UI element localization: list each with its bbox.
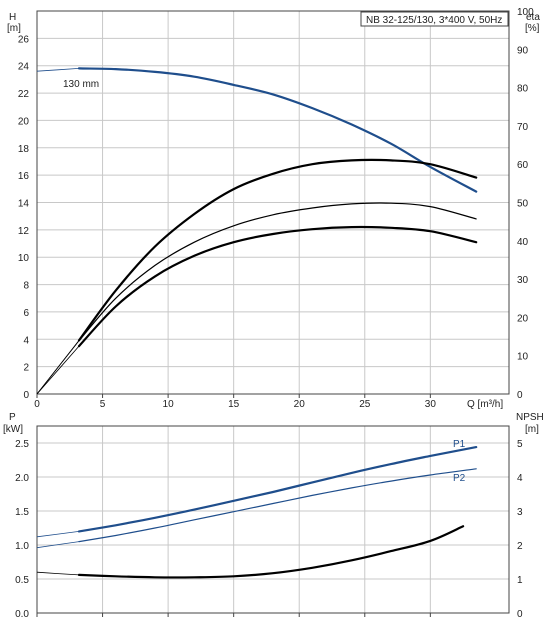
top-right-axis-unit: [%] — [525, 23, 540, 34]
left-tick-label: 2 — [23, 363, 29, 374]
bottom-series-0-line — [77, 446, 478, 533]
bottom-series — [36, 446, 478, 579]
left-tick-label: 26 — [18, 34, 30, 45]
top-series-0-extrapolation — [36, 68, 80, 72]
right-tick-label: 0 — [517, 390, 523, 401]
left-tick-label: 18 — [18, 144, 30, 155]
left-tick-label: 16 — [18, 171, 30, 182]
top-left-axis-label: H — [9, 12, 16, 23]
top-plot-frame — [36, 10, 510, 395]
chart-title: NB 32-125/130, 3*400 V, 50Hz — [366, 15, 502, 26]
x-axis-label: Q [m³/h] — [467, 399, 503, 410]
top-series-0-line — [77, 67, 478, 193]
left-tick-label: 1.0 — [15, 541, 29, 552]
bottom-series-2-line — [77, 525, 465, 579]
chart-title-box — [360, 11, 509, 27]
left-tick-label: 0.5 — [15, 575, 29, 586]
top-series-1-extrapolation — [36, 345, 80, 395]
left-tick-label: 6 — [23, 308, 29, 319]
top-series-3-extrapolation — [36, 340, 80, 395]
left-tick-label: 4 — [23, 335, 29, 346]
left-tick-label: 0.0 — [15, 609, 29, 620]
left-tick-label: 24 — [18, 62, 30, 73]
left-tick-label: 8 — [23, 281, 29, 292]
bottom-right-axis-label: NPSH — [516, 412, 544, 423]
left-tick-label: 22 — [18, 89, 30, 100]
bottom-series-2-extrapolation — [36, 571, 80, 576]
left-tick-label: 10 — [18, 253, 30, 264]
top-grid — [37, 10, 509, 394]
right-tick-label: 30 — [517, 275, 529, 286]
top-right-axis-label: eta — [526, 12, 540, 23]
right-tick-label: 90 — [517, 45, 529, 56]
bottom-series-0-extrapolation — [36, 531, 80, 538]
top-left-axis-unit: [m] — [7, 23, 21, 34]
right-tick-label: 10 — [517, 352, 529, 363]
x-tick-label: 15 — [228, 399, 240, 410]
right-tick-label: 1 — [517, 575, 523, 586]
bottom-left-axis-unit: [kW] — [3, 424, 23, 435]
right-tick-label: 60 — [517, 160, 529, 171]
x-tick-label: 30 — [425, 399, 437, 410]
x-tick-label: 5 — [100, 399, 106, 410]
x-tick-label: 10 — [163, 399, 175, 410]
bottom-plot-frame — [36, 425, 510, 614]
right-tick-label: 0 — [517, 609, 523, 620]
right-tick-label: 2 — [517, 541, 523, 552]
right-tick-label: 100 — [517, 7, 534, 18]
right-tick-label: 20 — [517, 313, 529, 324]
right-tick-label: 70 — [517, 122, 529, 133]
left-tick-label: 1.5 — [15, 507, 29, 518]
x-tick-label: 25 — [359, 399, 371, 410]
right-tick-label: 50 — [517, 199, 529, 210]
power-npsh-panel: 0.0 0.5 1.0 1.5 2.0 2.5 0 1 2 3 4 5 P [kW] NPSH [m]… — [3, 412, 544, 620]
series-label-p2: P2 — [453, 473, 466, 484]
right-tick-label: 5 — [517, 439, 523, 450]
series-label-p1: P1 — [453, 439, 466, 450]
left-tick-label: 20 — [18, 116, 30, 127]
right-tick-label: 4 — [517, 473, 523, 484]
left-tick-label: 2.0 — [15, 473, 29, 484]
left-tick-label: 0 — [23, 390, 29, 401]
right-tick-label: 80 — [517, 84, 529, 95]
top-series-1-line — [77, 225, 478, 348]
bottom-series-1-line — [78, 468, 477, 543]
bottom-grid — [37, 425, 509, 613]
top-series — [36, 67, 478, 395]
bottom-tick-labels: 0.0 0.5 1.0 1.5 2.0 2.5 0 1 2 3 4 5 — [15, 439, 523, 620]
top-series-2-line — [77, 158, 478, 342]
head-efficiency-panel: 0 5 10 15 20 25 300246810121416182022242601020… — [7, 7, 540, 410]
top-series-3-line — [78, 202, 477, 342]
left-tick-label: 14 — [18, 199, 30, 210]
left-tick-label: 12 — [18, 226, 30, 237]
top-tick-labels: 0 5 10 15 20 25 300246810121416182022242601020… — [18, 7, 534, 410]
right-tick-label: 3 — [517, 507, 523, 518]
right-tick-label: 40 — [517, 237, 529, 248]
bottom-series-1-extrapolation — [36, 541, 80, 549]
x-tick-label: 20 — [294, 399, 306, 410]
bottom-left-axis-label: P — [9, 412, 16, 423]
left-tick-label: 2.5 — [15, 439, 29, 450]
impeller-diameter-annotation: 130 mm — [63, 79, 99, 90]
x-tick-label: 0 — [34, 399, 40, 410]
bottom-right-axis-unit: [m] — [525, 424, 539, 435]
